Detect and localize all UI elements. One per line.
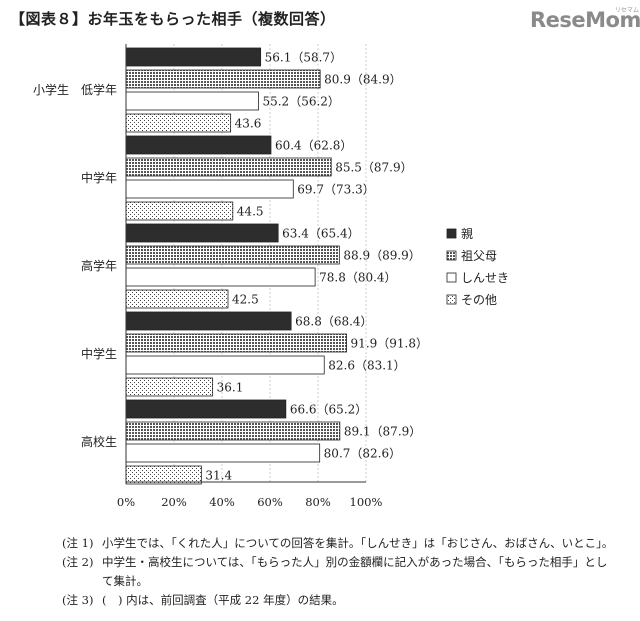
x-tick-label: 40% bbox=[209, 495, 235, 509]
bar-grandparent-2 bbox=[125, 245, 340, 265]
notes-section: (注 1) 小学生では、「くれた人」についての回答を集計。「しんせき」は「おじさん… bbox=[62, 534, 613, 610]
bar-other-2 bbox=[125, 289, 229, 309]
data-label-parent-0: 56.1（58.7） bbox=[265, 51, 342, 65]
bar-parent-4 bbox=[125, 399, 287, 419]
bar-chart: 小学生 低学年 56.1（58.7） 80.9（84.9） 55.2（56.2）43.… bbox=[33, 44, 509, 509]
legend-swatch-parent bbox=[446, 228, 457, 239]
note-text: て集計。 bbox=[102, 574, 148, 588]
data-label-grandparent-0: 80.9（84.9） bbox=[324, 73, 401, 87]
data-label-other-4: 31.4 bbox=[205, 469, 232, 483]
x-tick-label: 80% bbox=[305, 495, 331, 509]
chart-bars bbox=[125, 47, 347, 485]
data-label-other-3: 36.1 bbox=[217, 381, 244, 395]
x-tick-label: 60% bbox=[257, 495, 283, 509]
bar-grandparent-1 bbox=[125, 157, 332, 177]
bar-other-4 bbox=[125, 465, 202, 485]
resemom-logo: ReseMom リセマム bbox=[530, 7, 640, 32]
legend-label-other: その他 bbox=[461, 293, 497, 307]
legend-label-relative: しんせき bbox=[461, 271, 509, 285]
note-marker: (注 1) bbox=[62, 536, 94, 550]
data-label-grandparent-4: 89.1（87.9） bbox=[344, 425, 421, 439]
data-label-other-2: 42.5 bbox=[232, 293, 259, 307]
bar-relative-0 bbox=[125, 91, 259, 111]
data-label-relative-1: 69.7（73.3） bbox=[297, 183, 374, 197]
x-tick-label: 0% bbox=[117, 495, 135, 509]
data-label-parent-2: 63.4（65.4） bbox=[282, 227, 359, 241]
group-label-4: 高校生 bbox=[81, 434, 117, 449]
group-label-1: 中学年 bbox=[81, 170, 117, 185]
bar-grandparent-0 bbox=[125, 69, 321, 89]
legend-swatch-grandparent bbox=[446, 250, 457, 261]
logo-subtext: リセマム bbox=[614, 7, 639, 14]
chart-title: 【図表８】お年玉をもらった相手（複数回答） bbox=[10, 10, 336, 28]
note-text: ( ) 内は、前回調査（平成 22 年度）の結果。 bbox=[102, 593, 344, 607]
bar-relative-4 bbox=[125, 443, 321, 463]
legend-label-grandparent: 祖父母 bbox=[461, 248, 497, 263]
bar-relative-1 bbox=[125, 179, 294, 199]
data-label-grandparent-3: 91.9（91.8） bbox=[351, 337, 428, 351]
bar-parent-2 bbox=[125, 223, 279, 243]
data-label-grandparent-1: 85.5（87.9） bbox=[335, 161, 412, 175]
bar-other-1 bbox=[125, 201, 234, 221]
bar-parent-0 bbox=[125, 47, 262, 67]
legend-swatch-other bbox=[446, 294, 457, 305]
logo-text: ReseMom bbox=[530, 8, 640, 32]
bar-other-3 bbox=[125, 377, 214, 397]
bar-other-0 bbox=[125, 113, 232, 133]
chart-axis: 0% 20% 40% 60% 80% 100% bbox=[117, 44, 383, 509]
note-2: (注 2) 中学生・高校生については、「もらった人」別の金額欄に記入があった場合、… bbox=[62, 553, 613, 572]
group-label-3: 中学生 bbox=[81, 346, 117, 361]
legend-swatch-relative bbox=[446, 272, 457, 283]
data-label-relative-0: 55.2（56.2） bbox=[262, 95, 339, 109]
bar-relative-2 bbox=[125, 267, 316, 287]
chart-labels: 小学生 低学年 56.1（58.7） 80.9（84.9） 55.2（56.2）43.… bbox=[33, 51, 428, 483]
data-label-grandparent-2: 88.9（89.9） bbox=[343, 249, 420, 263]
data-label-other-1: 44.5 bbox=[237, 205, 264, 219]
note-text: 中学生・高校生については、「もらった人」別の金額欄に記入があった場合、「もらった… bbox=[102, 555, 608, 569]
note-marker: (注 3) bbox=[62, 593, 94, 607]
bar-parent-1 bbox=[125, 135, 272, 155]
legend-label-parent: 親 bbox=[461, 227, 473, 241]
bar-parent-3 bbox=[125, 311, 292, 331]
bar-grandparent-3 bbox=[125, 333, 347, 353]
note-3: (注 3) ( ) 内は、前回調査（平成 22 年度）の結果。 bbox=[62, 591, 613, 610]
x-tick-label: 100% bbox=[350, 495, 383, 509]
bar-relative-3 bbox=[125, 355, 325, 375]
data-label-other-0: 43.6 bbox=[235, 117, 262, 131]
data-label-parent-1: 60.4（62.8） bbox=[275, 139, 352, 153]
data-label-relative-2: 78.8（80.4） bbox=[319, 271, 396, 285]
data-label-relative-4: 80.7（82.6） bbox=[324, 447, 401, 461]
group-label-0: 小学生 低学年 bbox=[33, 82, 117, 97]
note-marker: (注 2) bbox=[62, 555, 94, 569]
note-text: 小学生では、「くれた人」についての回答を集計。「しんせき」は「おじさん、おばさん… bbox=[102, 536, 614, 550]
data-label-parent-3: 68.8（68.4） bbox=[295, 315, 372, 329]
data-label-relative-3: 82.6（83.1） bbox=[328, 359, 405, 373]
note-1: (注 1) 小学生では、「くれた人」についての回答を集計。「しんせき」は「おじさん… bbox=[62, 534, 613, 553]
note-2-cont: て集計。 bbox=[62, 572, 613, 591]
group-label-2: 高学年 bbox=[81, 258, 117, 273]
bar-grandparent-4 bbox=[125, 421, 341, 441]
data-label-parent-4: 66.6（65.2） bbox=[290, 403, 367, 417]
x-tick-label: 20% bbox=[161, 495, 187, 509]
